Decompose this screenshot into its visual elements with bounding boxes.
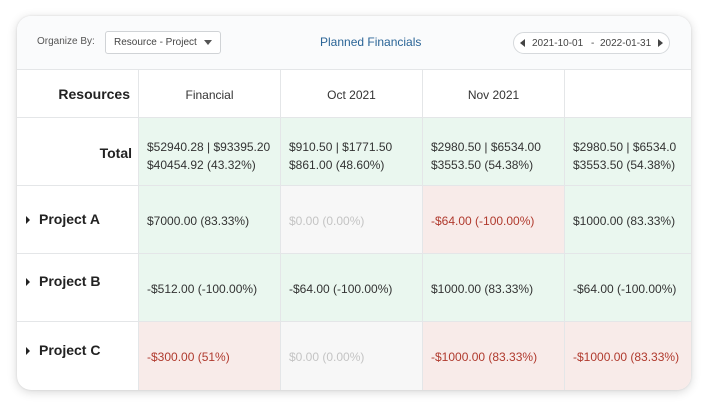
total-cell: $910.50 | $1771.50 $861.00 (48.60%) bbox=[281, 118, 423, 186]
total-cell: $2980.50 | $6534.00 $3553.50 (54.38%) bbox=[423, 118, 565, 186]
total-cell-line2: $40454.92 (43.32%) bbox=[147, 158, 256, 172]
expand-triangle-icon[interactable] bbox=[26, 278, 30, 286]
date-separator: - bbox=[591, 38, 595, 49]
total-cell-line1: $2980.50 | $6534.00 bbox=[431, 140, 541, 154]
project-a-row-label[interactable]: Project A bbox=[17, 186, 139, 254]
column-header-oct-2021: Oct 2021 bbox=[281, 70, 423, 118]
next-arrow-icon[interactable] bbox=[658, 39, 663, 47]
date-start: 2021-10-01 bbox=[532, 38, 584, 49]
project-cell: -$512.00 (-100.00%) bbox=[139, 254, 281, 322]
chevron-down-icon bbox=[204, 40, 212, 45]
project-label: Project B bbox=[39, 273, 101, 289]
project-cell: -$1000.00 (83.33%) bbox=[423, 322, 565, 390]
project-label: Project A bbox=[39, 211, 100, 227]
total-cell: $2980.50 | $6534.0 $3553.50 (54.38%) bbox=[565, 118, 691, 186]
date-end: 2022-01-31 bbox=[600, 38, 652, 49]
toolbar: Organize By: Resource - Project Planned … bbox=[17, 16, 691, 70]
project-b-row-label[interactable]: Project B bbox=[17, 254, 139, 322]
column-header-financial: Financial bbox=[139, 70, 281, 118]
project-cell: $1000.00 (83.33%) bbox=[565, 186, 691, 254]
project-cell: -$64.00 (-100.00%) bbox=[565, 254, 691, 322]
total-cell-line1: $2980.50 | $6534.0 bbox=[573, 140, 677, 154]
project-c-row-label[interactable]: Project C bbox=[17, 322, 139, 390]
project-cell: -$300.00 (51%) bbox=[139, 322, 281, 390]
project-cell: $7000.00 (83.33%) bbox=[139, 186, 281, 254]
project-cell: -$64.00 (-100.00%) bbox=[281, 254, 423, 322]
organize-by-label: Organize By: bbox=[37, 36, 95, 47]
total-cell-line1: $52940.28 | $93395.20 bbox=[147, 140, 271, 154]
resources-header: Resources bbox=[17, 70, 139, 118]
date-range-picker[interactable]: 2021-10-01 - 2022-01-31 bbox=[513, 32, 670, 54]
total-row-label: Total bbox=[17, 118, 139, 186]
project-cell: -$64.00 (-100.00%) bbox=[423, 186, 565, 254]
total-cell-line2: $3553.50 (54.38%) bbox=[431, 158, 534, 172]
organize-by-value: Resource - Project bbox=[114, 37, 197, 48]
expand-triangle-icon[interactable] bbox=[26, 216, 30, 224]
project-cell: $0.00 (0.00%) bbox=[281, 322, 423, 390]
column-header-next bbox=[565, 70, 691, 118]
project-label: Project C bbox=[39, 342, 101, 358]
total-cell-line2: $3553.50 (54.38%) bbox=[573, 158, 676, 172]
total-cell-line1: $910.50 | $1771.50 bbox=[289, 140, 393, 154]
organize-by-select[interactable]: Resource - Project bbox=[105, 31, 221, 54]
project-cell: -$1000.00 (83.33%) bbox=[565, 322, 691, 390]
project-cell: $0.00 (0.00%) bbox=[281, 186, 423, 254]
total-cell-line2: $861.00 (48.60%) bbox=[289, 158, 385, 172]
expand-triangle-icon[interactable] bbox=[26, 347, 30, 355]
prev-arrow-icon[interactable] bbox=[520, 39, 525, 47]
page-title: Planned Financials bbox=[320, 35, 422, 49]
project-cell: $1000.00 (83.33%) bbox=[423, 254, 565, 322]
financials-card: Organize By: Resource - Project Planned … bbox=[17, 16, 691, 390]
total-cell: $52940.28 | $93395.20 $40454.92 (43.32%) bbox=[139, 118, 281, 186]
column-header-nov-2021: Nov 2021 bbox=[423, 70, 565, 118]
